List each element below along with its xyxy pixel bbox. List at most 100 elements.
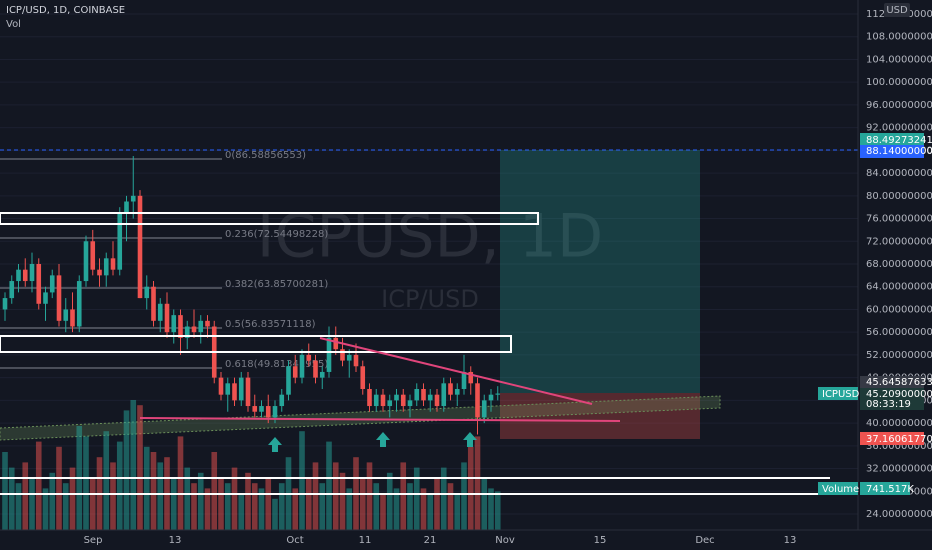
- indicator-label: Vol: [6, 19, 21, 30]
- volume-bar: [89, 478, 96, 530]
- y-tick-label: 76.00000000: [866, 214, 932, 225]
- volume-bar: [157, 462, 164, 530]
- candle-body: [83, 241, 89, 282]
- candle-body: [171, 315, 177, 333]
- candle-body: [326, 337, 332, 372]
- candle-body: [178, 315, 183, 338]
- volume-bar: [211, 452, 218, 530]
- tag-text: Volume: [822, 484, 859, 495]
- candle-body: [468, 371, 474, 384]
- candle-body: [414, 389, 420, 401]
- candle-body: [245, 377, 251, 407]
- candle-body: [164, 303, 170, 333]
- candle-body: [191, 326, 197, 333]
- volume-bar: [116, 441, 123, 530]
- candle-body: [360, 366, 366, 389]
- x-tick-label: Nov: [495, 535, 515, 546]
- y-tick-label: 60.00000000: [866, 304, 932, 315]
- y-tick-label: 108.00000000: [866, 32, 932, 43]
- tag-text: 08:33:19: [866, 399, 911, 410]
- candle-body: [407, 400, 413, 407]
- volume-bar: [373, 483, 380, 530]
- y-tick-label: 92.00000000: [866, 123, 932, 134]
- candle-body: [70, 309, 75, 327]
- tag: [860, 482, 910, 495]
- x-tick-label: 13: [784, 535, 797, 546]
- profit-zone: [500, 150, 700, 393]
- zone-box: [0, 212, 539, 225]
- volume-bar: [150, 452, 157, 530]
- tag-text: 37.16061770: [866, 434, 932, 445]
- volume-bar: [170, 478, 177, 530]
- candle-body: [259, 406, 264, 412]
- volume-bar: [204, 488, 211, 530]
- candle-body: [299, 354, 305, 378]
- fib-label: 0.5(56.83571118): [225, 319, 316, 330]
- candle-body: [454, 389, 460, 395]
- candle-body: [279, 394, 285, 407]
- volume-bar: [272, 498, 278, 530]
- y-tick-label: 104.00000000: [866, 54, 932, 65]
- x-tick-label: 11: [359, 535, 372, 546]
- candle-body: [475, 383, 480, 418]
- volume-bar: [29, 478, 35, 530]
- candle-body: [130, 195, 136, 202]
- volume-bar: [123, 410, 130, 530]
- tag: [860, 376, 924, 389]
- volume-bar: [69, 467, 76, 530]
- x-tick-label: Oct: [286, 535, 303, 546]
- volume-bar: [366, 462, 373, 530]
- candle-body: [367, 389, 372, 407]
- candle-body: [124, 201, 129, 213]
- tag-text: 88.14000000: [866, 146, 932, 157]
- y-tick-label: 96.00000000: [866, 100, 932, 111]
- volume-bar: [15, 483, 22, 530]
- volume-bar: [332, 462, 339, 530]
- tag-text: ICPUSD: [822, 389, 860, 400]
- candle-body: [448, 383, 453, 395]
- volume-bar: [56, 446, 62, 530]
- candle-body: [2, 298, 8, 310]
- arrows: [268, 432, 477, 452]
- x-tick-label: 15: [594, 535, 607, 546]
- candle-body: [9, 281, 15, 299]
- watermark-sub: ICP/USD: [381, 285, 479, 313]
- volume-bar: [62, 483, 69, 530]
- volume-bar: [258, 488, 265, 530]
- volume-bar: [447, 483, 454, 530]
- candle-body: [76, 281, 82, 327]
- y-tick-label: 64.00000000: [866, 282, 932, 293]
- y-tick-label: 72.00000000: [866, 236, 932, 247]
- volume-bar: [218, 478, 224, 530]
- candle-body: [319, 371, 325, 378]
- volume-bar: [454, 493, 461, 530]
- volume-bar: [83, 436, 89, 530]
- tag: [818, 387, 858, 400]
- candle-body: [151, 286, 156, 321]
- grid: [0, 13, 858, 515]
- volume-bar: [245, 472, 251, 530]
- volume-bar: [420, 488, 427, 530]
- volume-bar: [143, 446, 150, 530]
- volume-bar: [488, 488, 494, 530]
- volume-bar: [400, 462, 407, 530]
- trend-line: [319, 337, 593, 405]
- x-axis: Sep 13 Oct 11 21 Nov 15 Dec 13: [84, 535, 797, 546]
- candle-body: [481, 400, 487, 418]
- tag: [860, 388, 924, 410]
- volume-bar: [474, 436, 481, 530]
- volume-bar: [22, 462, 29, 530]
- volume-bar: [481, 478, 488, 530]
- volume-bar: [467, 446, 474, 530]
- zone-box: [0, 335, 512, 353]
- candle-body: [434, 394, 440, 407]
- candle-body: [421, 389, 426, 401]
- y-tick-label: 24.00000000: [866, 509, 932, 520]
- candle-body: [495, 393, 501, 395]
- candle-body: [137, 195, 143, 299]
- candle-body: [144, 286, 150, 299]
- candle-body: [313, 360, 318, 378]
- volume-bar: [177, 436, 184, 530]
- candle-body: [353, 354, 359, 367]
